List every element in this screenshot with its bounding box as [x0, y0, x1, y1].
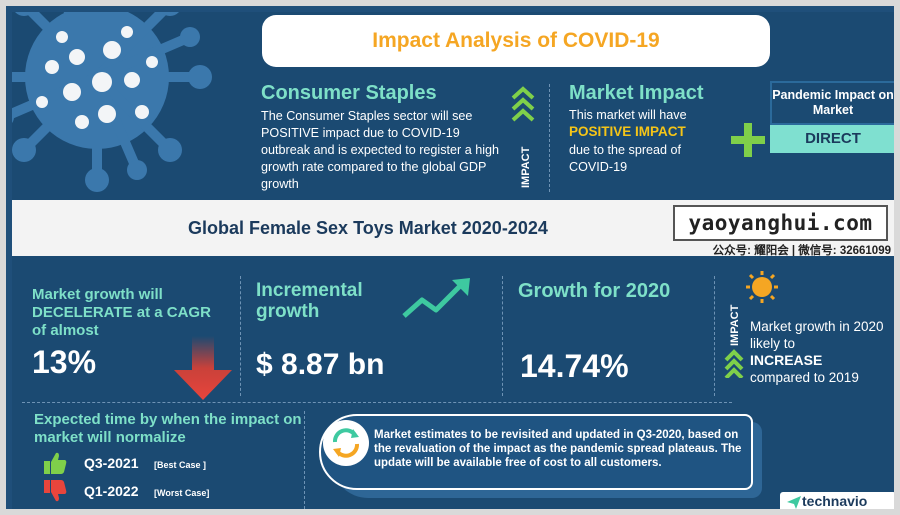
- top-section: Impact Analysis of COVID-19 Consumer Sta…: [12, 12, 894, 200]
- trend-up-icon: [402, 278, 470, 318]
- market-impact-title: Market Impact: [569, 82, 704, 104]
- expected-time-title: Expected time by when the impact on mark…: [34, 411, 302, 446]
- impact-label-1: IMPACT: [520, 146, 532, 188]
- infographic: Impact Analysis of COVID-19 Consumer Sta…: [12, 12, 894, 509]
- divider: [240, 276, 241, 396]
- worst-case-label: [Worst Case]: [154, 488, 210, 498]
- divider: [22, 402, 732, 403]
- market-growth-value: 13%: [32, 344, 97, 380]
- consumer-staples-text: The Consumer Staples sector will see POS…: [261, 109, 500, 191]
- growth-2020-value: 14.74%: [520, 348, 629, 384]
- watermark: yaoyanghui.com: [673, 205, 888, 241]
- note-icon-circle: [323, 420, 369, 466]
- impact-chevrons-icon: IMPACT: [724, 304, 744, 378]
- growth-2020-title: Growth for 2020: [518, 280, 671, 302]
- incremental-growth-title: Incremental growth: [256, 280, 363, 322]
- pandemic-impact-value: DIRECT: [770, 125, 894, 153]
- title-banner: Impact Analysis of COVID-19: [262, 15, 770, 67]
- impact-2-line3: compared to 2019: [750, 370, 859, 385]
- logo-background: [780, 492, 894, 509]
- technavio-logo-icon: [787, 496, 801, 509]
- pandemic-impact-label: Pandemic Impact on Market: [770, 81, 894, 125]
- market-impact-line1: This market will have: [569, 108, 687, 122]
- market-impact-highlight: POSITIVE IMPACT: [569, 124, 686, 139]
- divider: [304, 411, 305, 509]
- sun-icon: [746, 271, 778, 303]
- page-title: Impact Analysis of COVID-19: [372, 29, 660, 52]
- market-growth-text: Market growth will DECELERATE at a CAGR …: [32, 286, 211, 339]
- impact-2-line1: Market growth in 2020 likely to: [750, 319, 884, 351]
- virus-icon: [12, 12, 212, 192]
- title-band: Global Female Sex Toys Market 2020-2024 …: [12, 200, 894, 257]
- impact-chevrons-icon: IMPACT: [511, 86, 535, 188]
- market-title: Global Female Sex Toys Market 2020-2024: [188, 218, 548, 238]
- impact-label-2: IMPACT: [729, 304, 741, 346]
- note-text: Market estimates to be revisited and upd…: [374, 429, 742, 469]
- thumbs-up-icon: [44, 452, 67, 474]
- consumer-staples-title: Consumer Staples: [261, 82, 437, 104]
- thumbs-down-icon: [44, 480, 67, 502]
- worst-case-value: Q1-2022: [84, 483, 139, 499]
- best-case-label: [Best Case ]: [154, 460, 207, 470]
- market-impact-line3: due to the spread of COVID-19: [569, 143, 682, 174]
- best-case-value: Q3-2021: [84, 455, 139, 471]
- plus-icon: [731, 123, 765, 157]
- bottom-section: Market growth will DECELERATE at a CAGR …: [12, 256, 894, 509]
- refresh-icon: [333, 428, 359, 458]
- incremental-growth-value: $ 8.87 bn: [256, 348, 385, 381]
- divider: [714, 276, 715, 396]
- divider: [549, 84, 550, 192]
- technavio-logo: technavio: [802, 493, 868, 509]
- watermark-subtitle: 公众号: 耀阳会 | 微信号: 32661099: [712, 245, 891, 257]
- down-arrow-icon: [174, 336, 232, 400]
- divider: [502, 276, 503, 396]
- note-box: [319, 414, 753, 490]
- impact-2-highlight: INCREASE: [750, 352, 823, 368]
